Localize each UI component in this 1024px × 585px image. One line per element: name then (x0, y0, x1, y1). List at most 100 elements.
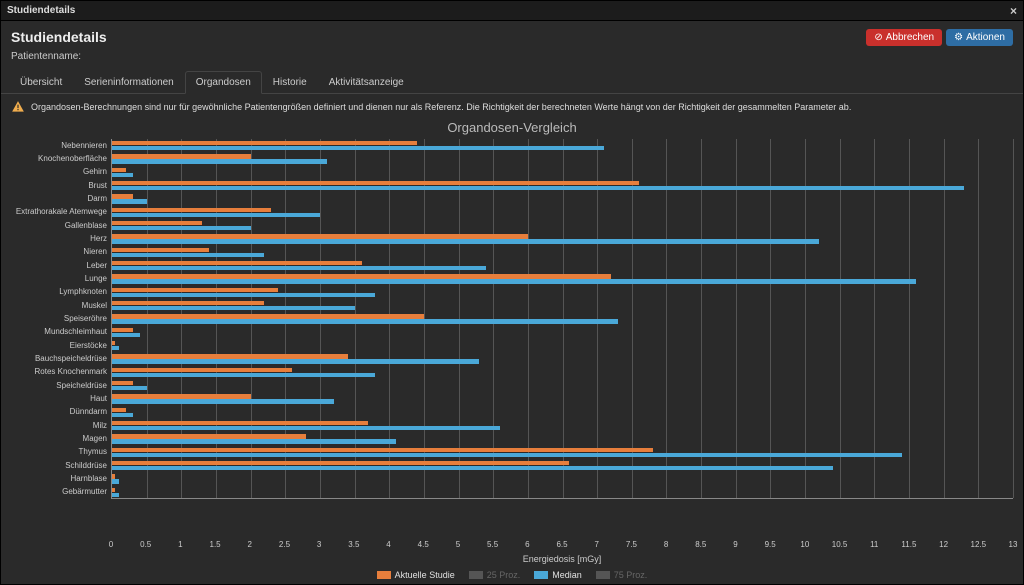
organ-label: Magen (11, 432, 107, 445)
bar-aktuelle-studie (112, 381, 133, 385)
bar-median (112, 293, 375, 297)
tab-aktivitätsanzeige[interactable]: Aktivitätsanzeige (318, 71, 415, 94)
bar-aktuelle-studie (112, 194, 133, 198)
bar-median (112, 333, 140, 337)
bar-aktuelle-studie (112, 368, 292, 372)
x-tick: 12 (939, 540, 948, 549)
chart-row (112, 326, 1013, 339)
x-tick: 4.5 (418, 540, 429, 549)
bar-aktuelle-studie (112, 248, 209, 252)
header: Studiendetails Patientenname: ⊘ Abbreche… (1, 21, 1023, 66)
tab-content: Organdosen-Berechnungen sind nur für gew… (1, 94, 1023, 584)
warning-banner: Organdosen-Berechnungen sind nur für gew… (11, 100, 1013, 114)
organ-label: Eierstöcke (11, 339, 107, 352)
bar-aktuelle-studie (112, 288, 278, 292)
bar-median (112, 279, 916, 283)
chart-row (112, 179, 1013, 192)
organ-label: Mundschleimhaut (11, 326, 107, 339)
organ-label: Lymphknoten (11, 286, 107, 299)
bar-aktuelle-studie (112, 181, 639, 185)
x-tick: 10.5 (832, 540, 848, 549)
bar-median (112, 186, 964, 190)
legend-item[interactable]: 25 Proz. (469, 570, 521, 580)
organ-label: Milz (11, 419, 107, 432)
gridline (1013, 139, 1014, 498)
chart-row (112, 152, 1013, 165)
x-tick: 1.5 (210, 540, 221, 549)
organ-label: Thymus (11, 446, 107, 459)
bar-median (112, 159, 327, 163)
x-tick: 6 (525, 540, 529, 549)
close-icon[interactable]: × (1010, 4, 1017, 18)
chart-row (112, 272, 1013, 285)
tab-serieninformationen[interactable]: Serieninformationen (73, 71, 185, 94)
dialog-window: Studiendetails × Studiendetails Patiente… (0, 0, 1024, 585)
organ-label: Knochenoberfläche (11, 152, 107, 165)
bar-median (112, 373, 375, 377)
x-tick: 7 (594, 540, 598, 549)
actions-button[interactable]: ⚙ Aktionen (946, 29, 1013, 46)
chart-row (112, 419, 1013, 432)
page-title: Studiendetails (11, 29, 107, 45)
patient-name-label: Patientenname: (11, 51, 107, 62)
x-tick: 0 (109, 540, 113, 549)
bar-aktuelle-studie (112, 448, 653, 452)
header-left: Studiendetails Patientenname: (11, 29, 107, 62)
bar-median (112, 146, 604, 150)
bar-aktuelle-studie (112, 301, 264, 305)
cancel-button[interactable]: ⊘ Abbrechen (866, 29, 942, 46)
x-tick: 8.5 (695, 540, 706, 549)
legend-swatch (534, 571, 548, 579)
bar-aktuelle-studie (112, 141, 417, 145)
x-tick: 10 (800, 540, 809, 549)
organ-label: Rotes Knochenmark (11, 366, 107, 379)
organ-label: Bauchspeicheldrüse (11, 352, 107, 365)
bar-aktuelle-studie (112, 474, 115, 478)
organ-label: Herz (11, 232, 107, 245)
bar-aktuelle-studie (112, 394, 251, 398)
chart-row (112, 299, 1013, 312)
warning-icon (11, 100, 25, 114)
legend-swatch (596, 571, 610, 579)
chart-legend: Aktuelle Studie 25 Proz. Median 75 Proz. (11, 570, 1013, 580)
legend-item[interactable]: Aktuelle Studie (377, 570, 455, 580)
gear-icon: ⚙ (954, 32, 963, 43)
chart-row (112, 446, 1013, 459)
cancel-icon: ⊘ (874, 32, 882, 43)
x-tick: 12.5 (971, 540, 987, 549)
organ-label: Nieren (11, 246, 107, 259)
organ-label: Leber (11, 259, 107, 272)
organ-label: Gebärmutter (11, 486, 107, 499)
chart-row (112, 286, 1013, 299)
bar-median (112, 479, 119, 483)
bar-aktuelle-studie (112, 274, 611, 278)
window-title: Studiendetails (7, 5, 75, 16)
chart-plot (111, 139, 1013, 499)
bar-aktuelle-studie (112, 421, 368, 425)
tab-übersicht[interactable]: Übersicht (9, 71, 73, 94)
legend-item[interactable]: 75 Proz. (596, 570, 648, 580)
chart-row (112, 206, 1013, 219)
x-tick: 2.5 (279, 540, 290, 549)
x-tick: 5 (456, 540, 460, 549)
tab-organdosen[interactable]: Organdosen (185, 71, 262, 94)
actions-label: Aktionen (966, 32, 1005, 43)
chart-row (112, 352, 1013, 365)
chart-row (112, 192, 1013, 205)
organ-label: Lunge (11, 272, 107, 285)
tab-historie[interactable]: Historie (262, 71, 318, 94)
bar-aktuelle-studie (112, 328, 133, 332)
bar-median (112, 226, 251, 230)
chart-row (112, 472, 1013, 485)
bar-median (112, 426, 500, 430)
organ-label: Darm (11, 192, 107, 205)
bar-aktuelle-studie (112, 261, 362, 265)
bar-aktuelle-studie (112, 221, 202, 225)
legend-label: Aktuelle Studie (395, 570, 455, 580)
organ-label: Muskel (11, 299, 107, 312)
x-tick: 5.5 (487, 540, 498, 549)
legend-item[interactable]: Median (534, 570, 582, 580)
warning-text: Organdosen-Berechnungen sind nur für gew… (31, 102, 851, 112)
bar-aktuelle-studie (112, 354, 348, 358)
x-tick: 3.5 (348, 540, 359, 549)
